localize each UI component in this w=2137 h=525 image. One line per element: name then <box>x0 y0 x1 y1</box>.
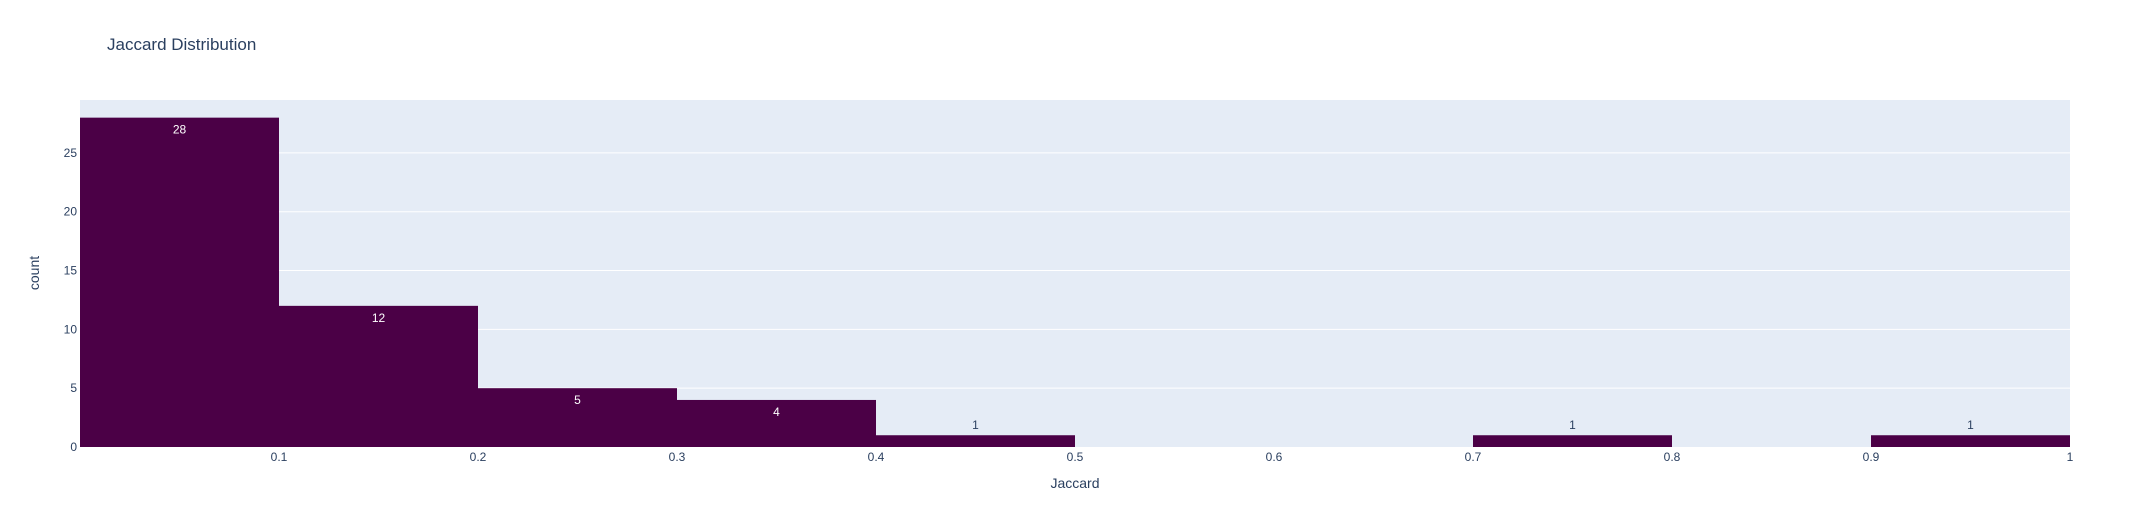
y-tick-label: 0 <box>70 440 77 454</box>
y-axis-title: count <box>26 256 42 290</box>
bar-labels: 28 12 5 4 1 1 1 <box>173 123 1974 433</box>
x-axis-title: Jaccard <box>1050 475 1099 491</box>
y-tick-label: 20 <box>64 205 78 219</box>
x-tick-label: 0.3 <box>669 450 686 464</box>
bar-count-label: 1 <box>1569 418 1576 432</box>
histogram-bar <box>1871 435 2070 447</box>
x-tick-label: 0.2 <box>470 450 487 464</box>
histogram-bar <box>876 435 1075 447</box>
x-tick-label: 0.8 <box>1664 450 1681 464</box>
histogram-bar <box>677 399 876 447</box>
x-tick-label: 1 <box>2067 450 2074 464</box>
chart-title: Jaccard Distribution <box>107 35 256 54</box>
bar-count-label: 5 <box>574 393 581 407</box>
y-axis-ticks: 0 5 10 15 20 25 <box>64 146 78 454</box>
x-tick-label: 0.4 <box>868 450 885 464</box>
y-tick-label: 25 <box>64 146 78 160</box>
bar-count-label: 12 <box>372 311 386 325</box>
y-tick-label: 10 <box>64 322 78 336</box>
bar-count-label: 1 <box>972 418 979 432</box>
y-tick-label: 5 <box>70 381 77 395</box>
bar-count-label: 28 <box>173 123 187 137</box>
histogram-bar <box>478 388 677 447</box>
x-tick-label: 0.7 <box>1465 450 1482 464</box>
bar-count-label: 4 <box>773 405 780 419</box>
x-axis-ticks: 0.1 0.2 0.3 0.4 0.5 0.6 0.7 0.8 0.9 1 <box>271 450 2074 464</box>
bars <box>80 117 2070 447</box>
histogram-bar <box>279 305 478 447</box>
x-tick-label: 0.9 <box>1863 450 1880 464</box>
x-tick-label: 0.6 <box>1266 450 1283 464</box>
x-tick-label: 0.5 <box>1067 450 1084 464</box>
histogram-bar <box>1473 435 1672 447</box>
y-tick-label: 15 <box>64 264 78 278</box>
histogram-bar <box>80 117 279 447</box>
x-tick-label: 0.1 <box>271 450 288 464</box>
bar-count-label: 1 <box>1967 418 1974 432</box>
